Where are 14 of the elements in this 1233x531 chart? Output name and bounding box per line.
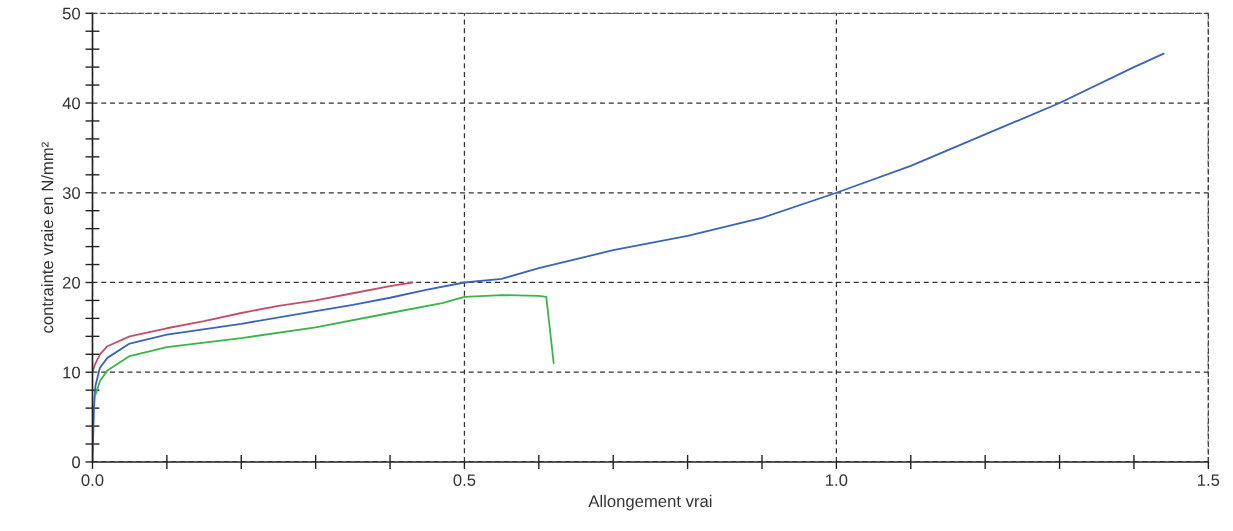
y-tick-label: 50 bbox=[62, 7, 81, 20]
x-axis-title: Allongement vrai bbox=[588, 494, 712, 511]
y-tick-label: 40 bbox=[62, 97, 81, 110]
line-series bbox=[94, 294, 555, 396]
x-tick-label: 1.0 bbox=[826, 474, 848, 487]
x-tick-label: 0.5 bbox=[453, 474, 476, 487]
x-tick-label: 0.0 bbox=[81, 474, 104, 487]
y-tick-label: 10 bbox=[63, 366, 81, 379]
line-series bbox=[92, 281, 414, 374]
x-tick-label: 1.5 bbox=[1198, 474, 1220, 487]
y-axis-title: contrainte vraie en N/mm² bbox=[41, 142, 54, 333]
y-tick-label: 0 bbox=[72, 456, 81, 469]
y-tick-label: 30 bbox=[62, 187, 81, 199]
y-tick-label: 20 bbox=[62, 276, 81, 289]
